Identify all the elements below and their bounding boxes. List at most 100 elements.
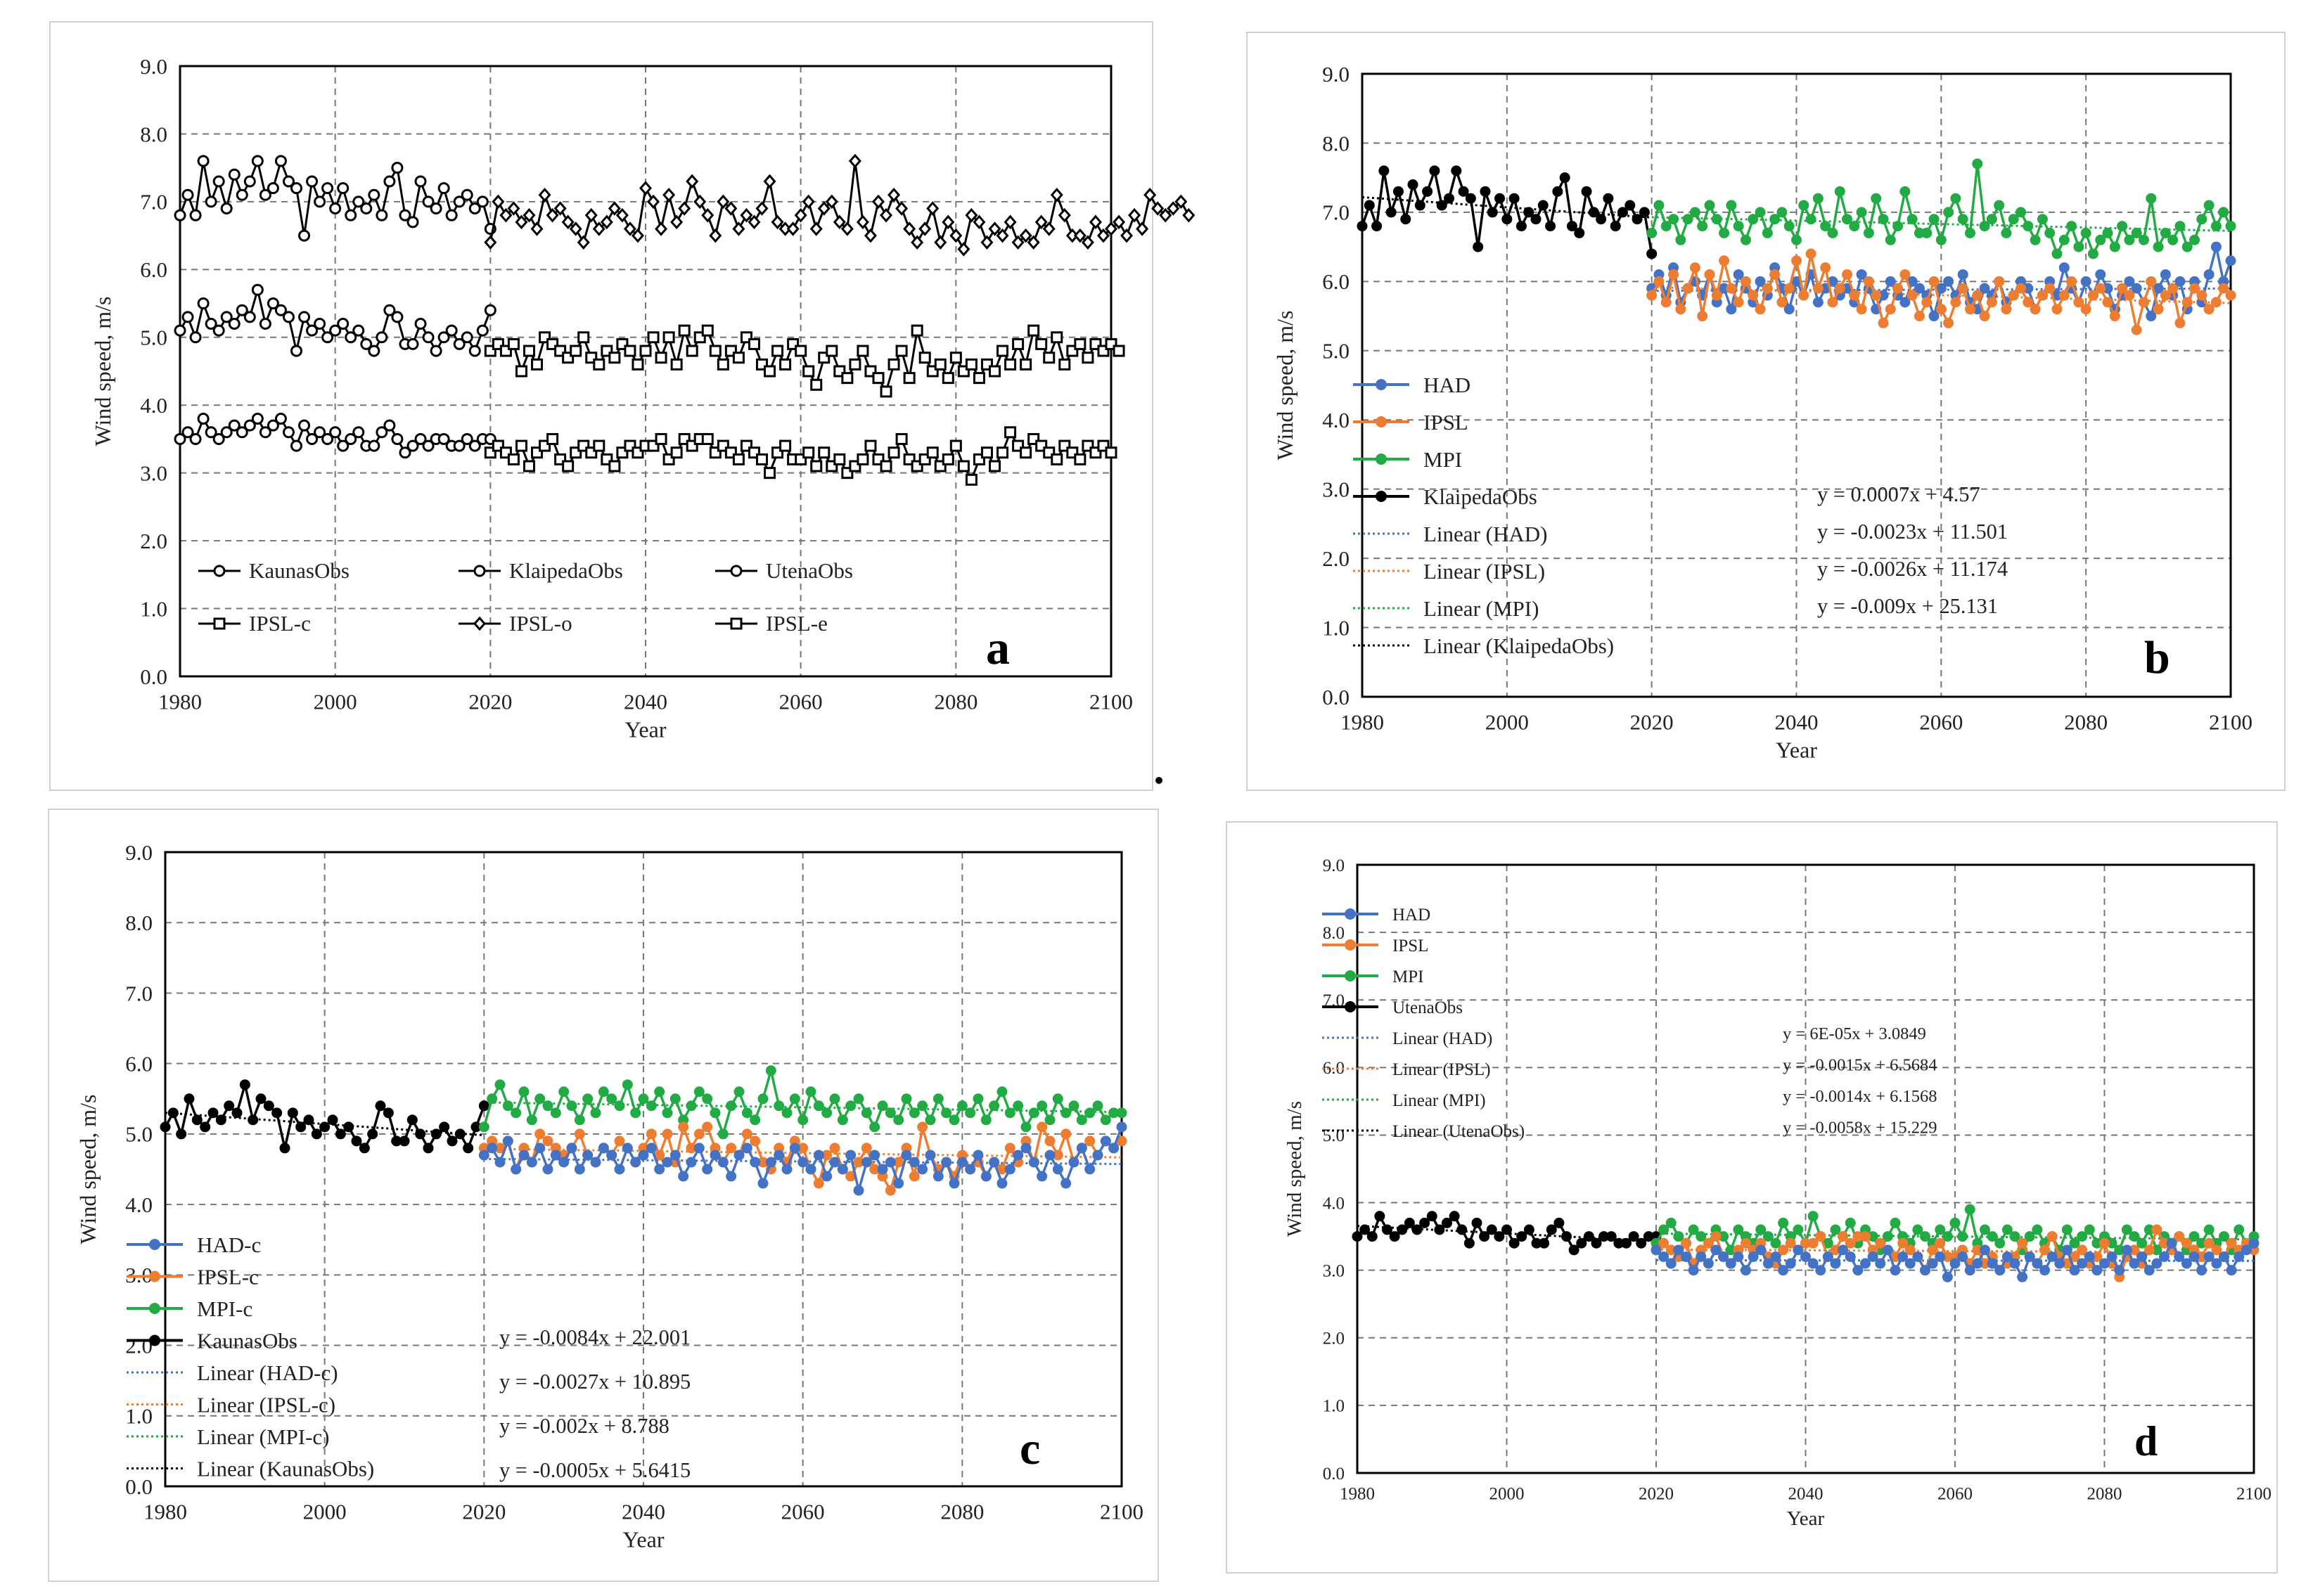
data-point-HAD	[2181, 1258, 2192, 1269]
data-point-MPI-c	[710, 1107, 721, 1119]
data-point-IPSL	[2189, 283, 2200, 294]
legend-label: KaunasObs	[249, 558, 350, 583]
data-point-HAD	[2106, 1251, 2117, 1262]
data-point-MPI-c	[845, 1100, 857, 1112]
data-point-UtenaObs	[174, 432, 186, 445]
data-point-IPSL	[1668, 269, 1679, 280]
data-point-IPSL-e	[577, 331, 590, 344]
data-point-UtenaObs	[1539, 1237, 1550, 1249]
data-point-KaunasObs	[290, 345, 302, 357]
data-point-HAD	[1815, 1265, 1826, 1276]
data-point-UtenaObs	[1621, 1237, 1632, 1249]
data-point-HAD-c	[917, 1164, 928, 1175]
data-point-MPI-c	[869, 1121, 880, 1133]
y-tick-label: 8.0	[1323, 924, 1345, 943]
data-point-HAD	[1882, 1244, 1893, 1256]
data-point-IPSL	[1711, 290, 1722, 301]
data-point-KaunasObs	[391, 311, 404, 323]
data-point-IPSL-o	[1027, 235, 1040, 250]
data-point-MPI	[1689, 207, 1700, 218]
data-point-KlaipedaObs	[453, 195, 466, 208]
data-point-IPSL-e	[531, 358, 544, 371]
y-tick-label: 4.0	[1323, 1194, 1345, 1213]
data-point-UtenaObs	[1382, 1224, 1392, 1235]
data-point-IPSL-e	[655, 352, 667, 364]
data-point-HAD-c	[511, 1164, 522, 1175]
data-point-KaunasObs	[282, 311, 295, 323]
data-point-MPI-c	[853, 1093, 864, 1105]
data-point-MPI-c	[693, 1086, 705, 1098]
data-point-HAD	[2129, 1258, 2140, 1269]
data-point-IPSL-e	[989, 365, 1001, 378]
data-point-IPSL-o	[802, 194, 815, 210]
data-point-MPI	[2102, 227, 2113, 238]
data-point-MPI-c	[965, 1107, 976, 1119]
data-point-IPSL	[1928, 276, 1940, 287]
data-point-HAD-c	[956, 1157, 968, 1168]
data-point-IPSL-o	[817, 201, 831, 216]
data-point-IPSL	[2210, 297, 2222, 308]
data-point-MPI	[1820, 221, 1831, 232]
x-tick-label: 1980	[158, 690, 202, 714]
data-point-KlaipedaObs	[259, 188, 271, 201]
legend-swatch-marker	[149, 1334, 160, 1346]
data-point-KlaipedaObs	[1508, 193, 1520, 204]
data-point-HAD-c	[765, 1157, 776, 1168]
data-point-IPSL-c	[802, 446, 815, 459]
data-point-IPSL	[1972, 290, 1983, 301]
data-point-HAD	[2114, 1265, 2125, 1276]
data-point-MPI	[1755, 1224, 1767, 1235]
data-point-IPSL-o	[608, 201, 621, 216]
series-HAD-c	[478, 1121, 1127, 1196]
data-point-UtenaObs	[1442, 1217, 1452, 1228]
x-tick-label: 2040	[624, 690, 667, 714]
data-point-KaunasObs	[200, 1121, 211, 1133]
data-point-IPSL	[2151, 1224, 2162, 1235]
data-point-KlaipedaObs	[189, 209, 202, 221]
data-point-KaunasObs	[399, 1135, 410, 1147]
data-point-IPSL-o	[794, 207, 807, 223]
data-point-KaunasObs	[484, 304, 496, 316]
trend-equation: y = -0.002x + 8.788	[499, 1414, 669, 1438]
data-point-KaunasObs	[174, 324, 186, 337]
data-point-MPI-c	[638, 1093, 649, 1105]
x-tick-label: 2020	[1639, 1485, 1674, 1504]
data-point-KaunasObs	[311, 1128, 322, 1140]
data-point-MPI-c	[630, 1107, 641, 1119]
data-point-MPI-c	[949, 1114, 960, 1126]
x-tick-label: 2000	[314, 690, 357, 714]
data-point-HAD	[1778, 1265, 1789, 1276]
data-point-KaunasObs	[279, 1143, 290, 1154]
data-point-IPSL-o	[903, 221, 916, 236]
data-point-IPSL	[2046, 1231, 2058, 1242]
data-point-IPSL	[2124, 290, 2135, 301]
data-point-IPSL-c	[989, 460, 1001, 472]
data-point-IPSL-c	[1051, 453, 1063, 465]
data-point-HAD	[2174, 1251, 2185, 1262]
data-point-KlaipedaObs	[274, 155, 287, 167]
legend-label: Linear (KlaipedaObs)	[1423, 633, 1614, 658]
data-point-MPI	[1660, 221, 1672, 232]
data-point-IPSL-c	[965, 473, 978, 486]
data-point-HAD	[1890, 1265, 1901, 1276]
data-point-IPSL-o	[1089, 214, 1102, 230]
data-point-IPSL	[1740, 276, 1751, 287]
data-point-HAD-c	[750, 1157, 761, 1168]
data-point-IPSL	[1778, 1244, 1789, 1256]
data-point-IPSL	[2102, 297, 2113, 308]
data-point-KlaipedaObs	[445, 209, 458, 221]
panel-label: c	[1020, 1423, 1040, 1474]
data-point-MPI	[2032, 1224, 2043, 1235]
data-point-HAD	[1943, 276, 1954, 287]
data-point-KaunasObs	[228, 317, 241, 330]
data-point-MPI-c	[781, 1107, 793, 1119]
data-point-KaunasObs	[298, 311, 311, 323]
data-point-UtenaObs	[391, 432, 404, 445]
data-point-MPI	[1769, 214, 1781, 225]
data-point-HAD	[2080, 276, 2091, 287]
data-point-HAD	[2024, 1251, 2035, 1262]
data-point-MPI-c	[837, 1114, 848, 1126]
data-point-MPI-c	[606, 1093, 617, 1105]
data-point-MPI-c	[1092, 1100, 1103, 1112]
data-point-HAD-c	[646, 1143, 657, 1154]
